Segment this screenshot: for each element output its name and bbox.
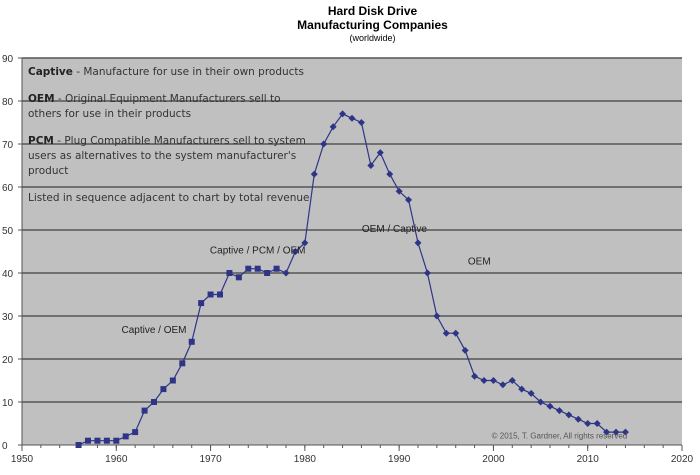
data-point-square (273, 265, 280, 272)
plot-area (22, 58, 682, 445)
note-sequence: Listed in sequence adjacent to chart by … (28, 192, 310, 204)
data-point-diamond (565, 411, 573, 419)
data-point-square (122, 433, 129, 440)
annotation: OEM (468, 256, 491, 267)
y-tick-label: 10 (2, 398, 14, 409)
data-point-square (235, 274, 242, 281)
data-point-square (103, 437, 110, 444)
x-tick-label: 2020 (671, 454, 694, 465)
data-point-diamond (414, 239, 422, 247)
data-point-diamond (291, 248, 299, 255)
note-pcm: PCM - Plug Compatible Manufacturers sell… (28, 135, 306, 177)
data-point-square (245, 265, 252, 272)
data-point-diamond (376, 149, 384, 157)
data-point-square (198, 300, 205, 307)
data-point-square (169, 377, 176, 384)
y-tick-label: 90 (2, 54, 14, 65)
data-point-diamond (310, 170, 318, 178)
data-point-diamond (527, 389, 535, 397)
data-point-diamond (489, 377, 497, 384)
data-point-square (94, 437, 101, 444)
y-tick-label: 0 (2, 441, 8, 452)
copyright-annotation: © 2015, T. Gardner, All rights reserved (492, 432, 628, 441)
data-point-diamond (508, 377, 516, 384)
data-point-diamond (612, 428, 620, 436)
x-tick-label: 1990 (388, 454, 411, 465)
data-point-square (254, 265, 261, 272)
data-point-square (207, 291, 214, 298)
data-point-diamond (452, 329, 460, 337)
y-tick-label: 70 (2, 140, 14, 151)
data-point-diamond (593, 420, 601, 427)
data-point-diamond (348, 114, 356, 122)
data-point-square (141, 407, 148, 414)
chart-title-line2: Manufacturing Companies (297, 18, 448, 32)
data-point-diamond (621, 428, 629, 436)
data-point-square (217, 291, 223, 298)
y-tick-label: 40 (2, 269, 14, 280)
y-tick-label: 30 (2, 312, 14, 323)
data-point-diamond (471, 372, 479, 380)
chart-title: Hard Disk Drive (327, 4, 418, 18)
data-point-square (264, 270, 271, 276)
legend-notes: Captive - Manufacture for use in their o… (28, 65, 328, 206)
data-point-diamond (433, 312, 441, 320)
x-tick-label: 2000 (482, 454, 505, 465)
data-point-diamond (405, 196, 413, 204)
y-tick-label: 50 (2, 226, 14, 237)
data-point-square (151, 399, 157, 405)
data-point-diamond (574, 415, 582, 423)
data-point-diamond (301, 239, 309, 247)
note-oem: OEM - Original Equipment Manufacturers s… (28, 93, 281, 120)
data-point-diamond (555, 407, 563, 415)
data-point-diamond (442, 329, 450, 337)
y-tick-label: 20 (2, 355, 14, 366)
data-point-diamond (499, 381, 507, 389)
x-tick-label: 1980 (294, 454, 317, 465)
data-point-diamond (546, 402, 554, 410)
data-point-diamond (386, 170, 394, 178)
data-point-square (226, 270, 233, 276)
x-tick-label: 1970 (199, 454, 222, 465)
data-point-diamond (367, 162, 375, 169)
data-point-diamond (603, 428, 611, 436)
data-point-diamond (282, 269, 290, 277)
x-tick-label: 2010 (577, 454, 600, 465)
annotation: Captive / PCM / OEM (210, 246, 306, 257)
annotation: OEM / Captive (362, 224, 427, 235)
data-point-square (75, 442, 82, 448)
data-point-diamond (357, 119, 365, 126)
data-point-diamond (339, 110, 347, 118)
chart-subtitle: (worldwide) (349, 33, 396, 43)
data-point-diamond (537, 398, 545, 406)
data-point-diamond (395, 187, 403, 195)
data-point-diamond (329, 123, 337, 131)
data-point-diamond (423, 269, 431, 277)
x-tick-label: 1960 (105, 454, 128, 465)
x-tick-label: 1950 (11, 454, 34, 465)
data-point-square (160, 386, 167, 393)
data-point-diamond (480, 377, 488, 384)
y-tick-label: 60 (2, 183, 14, 194)
data-point-square (113, 437, 120, 444)
note-captive: Captive - Manufacture for use in their o… (28, 66, 305, 78)
data-point-diamond (320, 140, 328, 148)
data-point-diamond (461, 346, 469, 354)
annotation: Captive / OEM (121, 325, 186, 336)
data-point-square (188, 338, 195, 345)
data-point-diamond (584, 420, 592, 427)
y-tick-label: 80 (2, 97, 14, 108)
data-point-diamond (518, 385, 526, 393)
data-point-square (85, 437, 91, 444)
data-point-square (179, 360, 186, 367)
data-point-square (132, 429, 139, 436)
